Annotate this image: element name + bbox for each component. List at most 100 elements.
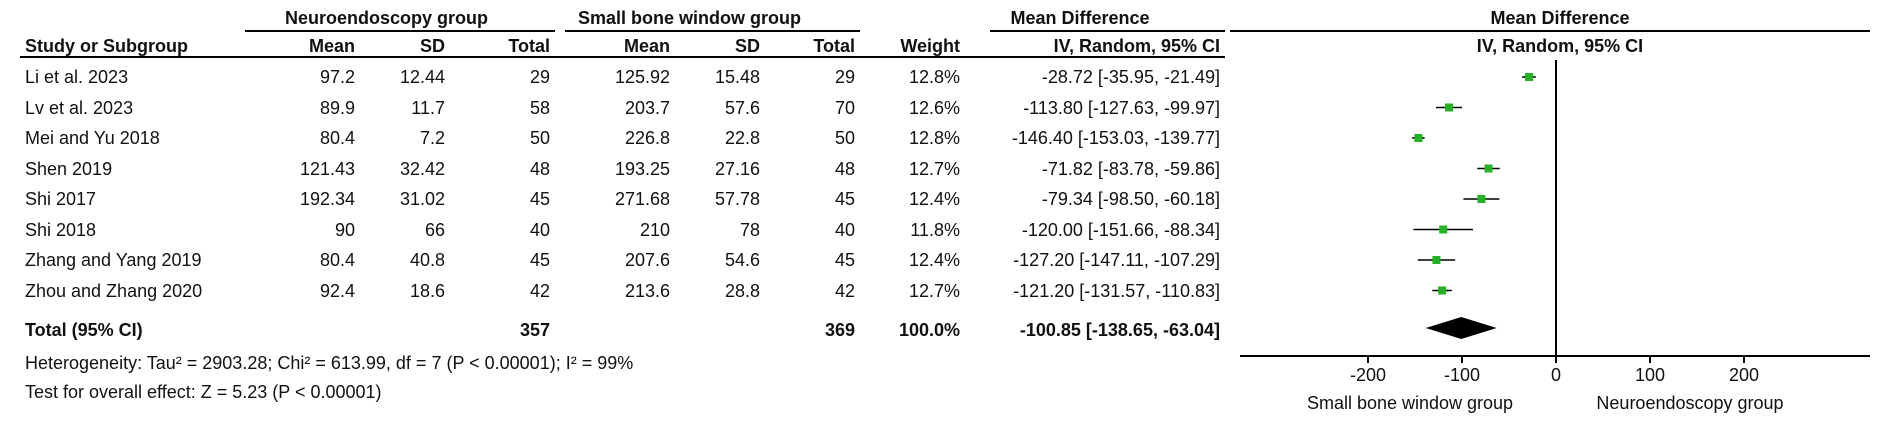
total-label: Total (95% CI) [25, 320, 143, 340]
study-marker [1432, 256, 1441, 264]
cell-weight: 12.7% [908, 158, 960, 179]
md-underline [990, 30, 1225, 32]
overall-effect-text: Test for overall effect: Z = 5.23 (P < 0… [25, 382, 382, 402]
cell-name: Shen 2019 [25, 158, 113, 179]
group1-underline [245, 30, 555, 32]
cell-m1: 192.34 [299, 189, 355, 209]
study-marker [1445, 103, 1454, 112]
cell-n2: 50 [834, 128, 855, 148]
cell-m1: 90 [334, 219, 355, 240]
sd2-column-header: SD [734, 36, 760, 56]
cell-weight: 12.4% [908, 250, 960, 270]
study-marker [1477, 195, 1486, 203]
cell-sd2: 57.78 [714, 189, 760, 209]
cell-m1: 89.9 [319, 97, 355, 118]
total2-column-header: Total [813, 36, 855, 56]
total-weight: 100.0% [898, 320, 960, 340]
plot-ci-column-header: IV, Random, 95% CI [1476, 36, 1644, 56]
cell-sd1: 32.42 [399, 158, 445, 179]
cell-ci: -120.00 [-151.66, -88.34] [1021, 219, 1220, 240]
cell-sd2: 27.16 [714, 158, 760, 179]
cell-m2: 125.92 [614, 67, 670, 87]
cell-m1: 80.4 [319, 128, 355, 148]
cell-n1: 42 [529, 280, 550, 301]
plot-underline [1230, 30, 1870, 32]
mean1-column-header: Mean [308, 36, 355, 56]
cell-n2: 42 [834, 280, 855, 301]
cell-m1: 97.2 [319, 67, 355, 87]
cell-weight: 12.6% [908, 97, 960, 118]
cell-name: Shi 2018 [25, 219, 97, 240]
total-n2: 369 [824, 320, 855, 340]
study-marker [1484, 164, 1493, 173]
cell-n2: 40 [834, 219, 855, 240]
weight-column-header: Weight [900, 36, 960, 56]
cell-ci: -79.34 [-98.50, -60.18] [1041, 189, 1220, 209]
x-tick-label: 0 [1551, 365, 1561, 385]
study-marker [1439, 225, 1448, 234]
total-n1: 357 [519, 320, 550, 340]
heterogeneity-text: Heterogeneity: Tau² = 2903.28; Chi² = 61… [25, 353, 634, 373]
x-tick-label: 200 [1729, 365, 1759, 385]
cell-n2: 45 [834, 250, 855, 270]
cell-ci: -146.40 [-153.03, -139.77] [1011, 128, 1220, 148]
cell-m2: 271.68 [614, 189, 670, 209]
cell-ci: -71.82 [-83.78, -59.86] [1041, 158, 1220, 179]
cell-name: Li et al. 2023 [25, 67, 129, 87]
cell-sd2: 22.8 [724, 128, 760, 148]
group2-underline [565, 30, 860, 32]
cell-n1: 50 [529, 128, 550, 148]
md-ci-column-header: IV, Random, 95% CI [1053, 36, 1220, 56]
cell-m2: 213.6 [624, 280, 670, 301]
cell-ci: -113.80 [-127.63, -99.97] [1023, 97, 1220, 118]
cell-ci: -28.72 [-35.95, -21.49] [1041, 67, 1220, 87]
table-header-rule [20, 56, 1225, 58]
cell-ci: -121.20 [-131.57, -110.83] [1013, 280, 1220, 301]
study-column-header: Study or Subgroup [25, 36, 188, 56]
cell-name: Mei and Yu 2018 [25, 128, 160, 148]
cell-n2: 29 [834, 67, 855, 87]
cell-sd2: 54.6 [724, 250, 760, 270]
cell-m2: 193.25 [614, 158, 670, 179]
cell-m1: 92.4 [319, 280, 355, 301]
cell-sd2: 57.6 [724, 97, 760, 118]
cell-sd2: 78 [739, 219, 760, 240]
cell-sd1: 12.44 [399, 67, 445, 87]
cell-name: Shi 2017 [25, 189, 97, 209]
x-tick-label: 100 [1635, 365, 1665, 385]
cell-sd2: 15.48 [714, 67, 760, 87]
cell-m2: 226.8 [624, 128, 670, 148]
cell-n1: 45 [529, 189, 550, 209]
cell-m2: 203.7 [624, 97, 670, 118]
plot-header: Mean Difference [1490, 8, 1630, 28]
cell-sd1: 11.7 [411, 97, 445, 118]
cell-name: Zhou and Zhang 2020 [25, 280, 203, 301]
cell-sd1: 40.8 [409, 250, 445, 270]
cell-weight: 12.8% [908, 67, 960, 87]
cell-name: Lv et al. 2023 [25, 97, 134, 118]
cell-n1: 48 [529, 158, 550, 179]
group1-header: Neuroendoscopy group [285, 8, 489, 28]
cell-n1: 45 [529, 250, 550, 270]
cell-weight: 12.7% [908, 280, 960, 301]
cell-ci: -127.20 [-147.11, -107.29] [1013, 250, 1220, 270]
cell-weight: 11.8% [910, 219, 960, 240]
total1-column-header: Total [508, 36, 550, 56]
cell-sd1: 66 [424, 219, 445, 240]
cell-weight: 12.4% [908, 189, 960, 209]
study-marker [1525, 73, 1534, 81]
x-tick-label: -200 [1350, 365, 1386, 385]
cell-m2: 207.6 [624, 250, 670, 270]
cell-n2: 70 [834, 97, 855, 118]
total-ci: -100.85 [-138.65, -63.04] [1019, 320, 1220, 340]
cell-n2: 45 [834, 189, 855, 209]
cell-n1: 29 [529, 67, 550, 87]
cell-m1: 80.4 [319, 250, 355, 270]
x-tick-label: -100 [1444, 365, 1480, 385]
md-header: Mean Difference [1010, 8, 1150, 28]
cell-n1: 40 [529, 219, 550, 240]
cell-m2: 210 [639, 219, 670, 240]
group2-header: Small bone window group [578, 8, 801, 28]
cell-name: Zhang and Yang 2019 [25, 250, 202, 270]
